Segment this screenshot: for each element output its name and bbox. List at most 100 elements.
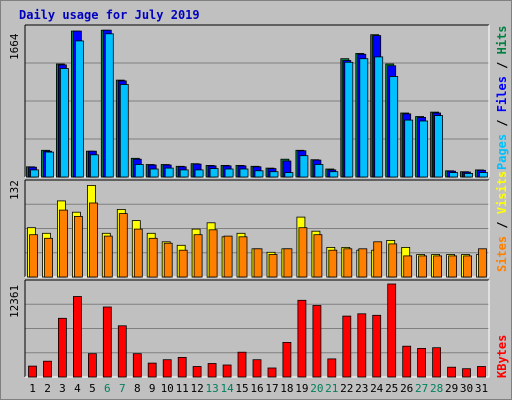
bar-kbytes-day-12 — [192, 366, 202, 378]
bar-sites-day-14 — [223, 235, 233, 278]
bar-kbytes-day-13 — [207, 363, 217, 378]
x-tick-label-day-07: 7 — [119, 382, 126, 395]
bar-kbytes-day-07 — [117, 325, 127, 378]
bar-kbytes-day-19 — [297, 299, 307, 378]
bar-kbytes-day-10 — [162, 359, 172, 378]
bar-pages-day-17 — [269, 171, 279, 178]
bar-sites-day-12 — [193, 234, 203, 278]
x-tick-label-day-24: 24 — [370, 382, 384, 395]
bar-kbytes-day-18 — [282, 341, 292, 378]
x-tick-label-day-02: 2 — [44, 382, 51, 395]
x-tick-label-day-06: 6 — [104, 382, 111, 395]
middle-panel-legend: Sites / Visits — [495, 171, 509, 272]
x-tick-label-day-03: 3 — [59, 382, 66, 395]
bar-sites-day-31 — [478, 248, 487, 278]
bar-sites-day-18 — [283, 248, 293, 278]
bar-pages-day-01 — [30, 169, 39, 178]
x-tick-label-day-15: 15 — [235, 382, 248, 395]
bar-pages-day-18 — [284, 172, 294, 178]
x-tick-label-day-12: 12 — [190, 382, 203, 395]
legend-pages: Pages — [495, 133, 509, 170]
x-tick-label-day-26: 26 — [400, 382, 413, 395]
bar-kbytes-day-28 — [432, 347, 442, 378]
bar-kbytes-day-22 — [342, 315, 352, 378]
bar-kbytes-day-27 — [417, 347, 427, 378]
bar-kbytes-day-24 — [372, 314, 382, 378]
bar-pages-day-21 — [329, 171, 339, 178]
bar-pages-day-23 — [359, 58, 369, 178]
bar-pages-day-10 — [164, 167, 174, 178]
x-tick-label-day-16: 16 — [250, 382, 263, 395]
bar-kbytes-day-11 — [177, 356, 187, 378]
bar-pages-day-05 — [90, 154, 99, 178]
bar-kbytes-day-25 — [387, 283, 397, 378]
x-tick-label-day-05: 5 — [89, 382, 96, 395]
bar-pages-day-29 — [449, 172, 459, 178]
bar-sites-day-21 — [328, 249, 338, 278]
bar-pages-day-24 — [374, 56, 384, 178]
bar-sites-day-11 — [178, 249, 188, 278]
bar-pages-day-07 — [119, 84, 129, 178]
legend-hits: Hits — [495, 25, 509, 55]
bar-pages-day-14 — [224, 168, 234, 178]
bar-sites-day-26 — [403, 255, 413, 278]
x-tick-label-day-31: 31 — [475, 382, 488, 395]
x-tick-label-day-27: 27 — [415, 382, 428, 395]
bar-kbytes-day-03 — [58, 317, 67, 378]
bar-sites-day-28 — [433, 255, 443, 278]
bar-sites-day-22 — [343, 248, 353, 278]
legend-sites: Sites — [495, 235, 509, 272]
bar-kbytes-day-04 — [73, 296, 82, 378]
bar-pages-day-02 — [45, 151, 54, 178]
bar-kbytes-day-01 — [28, 365, 37, 378]
bar-sites-day-20 — [313, 234, 323, 278]
legend-separator: / — [495, 112, 509, 134]
x-tick-label-day-14: 14 — [220, 382, 234, 395]
bar-sites-day-13 — [208, 229, 218, 278]
top-panel-max-label: 1664 — [8, 33, 21, 61]
bar-kbytes-day-30 — [462, 368, 471, 378]
bar-sites-day-04 — [74, 215, 83, 278]
legend-visits: Visits — [495, 170, 509, 215]
bar-pages-day-15 — [239, 168, 249, 178]
bar-sites-day-05 — [89, 202, 98, 278]
bar-sites-day-19 — [298, 227, 308, 278]
x-tick-label-day-28: 28 — [430, 382, 443, 395]
bar-pages-day-12 — [194, 169, 204, 178]
bar-sites-day-08 — [133, 228, 143, 278]
bar-pages-day-31 — [479, 172, 488, 178]
bar-sites-day-17 — [268, 254, 278, 278]
x-tick-label-day-13: 13 — [205, 382, 218, 395]
bar-kbytes-day-26 — [402, 345, 412, 378]
bar-kbytes-day-16 — [252, 359, 262, 378]
bar-kbytes-day-20 — [312, 305, 322, 378]
bottom-panel-max-label: 12361 — [8, 284, 21, 318]
x-tick-label-day-09: 9 — [149, 382, 156, 395]
x-tick-label-day-18: 18 — [280, 382, 293, 395]
x-tick-label-day-11: 11 — [176, 382, 189, 395]
bar-kbytes-day-14 — [222, 364, 232, 378]
bar-kbytes-day-15 — [237, 351, 247, 378]
x-tick-label-day-30: 30 — [460, 382, 473, 395]
bar-kbytes-day-06 — [102, 306, 112, 378]
bar-kbytes-day-08 — [132, 353, 142, 378]
bar-pages-day-25 — [389, 76, 399, 178]
bar-sites-day-29 — [448, 255, 458, 278]
bar-sites-day-27 — [418, 255, 428, 278]
bar-pages-day-08 — [134, 164, 144, 178]
bottom-panel-legend: KBytes — [495, 335, 509, 378]
bar-sites-day-23 — [358, 248, 368, 278]
x-tick-label-day-21: 21 — [325, 382, 338, 395]
bar-sites-day-15 — [238, 236, 248, 278]
legend-separator: / — [495, 54, 509, 77]
bar-sites-day-10 — [163, 242, 173, 278]
bar-sites-day-30 — [463, 255, 472, 278]
x-tick-label-day-22: 22 — [340, 382, 353, 395]
bar-sites-day-24 — [373, 241, 383, 278]
x-tick-label-day-25: 25 — [385, 382, 398, 395]
bar-kbytes-day-05 — [88, 353, 97, 378]
bar-kbytes-day-02 — [43, 360, 52, 378]
bar-pages-day-22 — [344, 61, 354, 178]
x-tick-label-day-04: 4 — [74, 382, 81, 395]
